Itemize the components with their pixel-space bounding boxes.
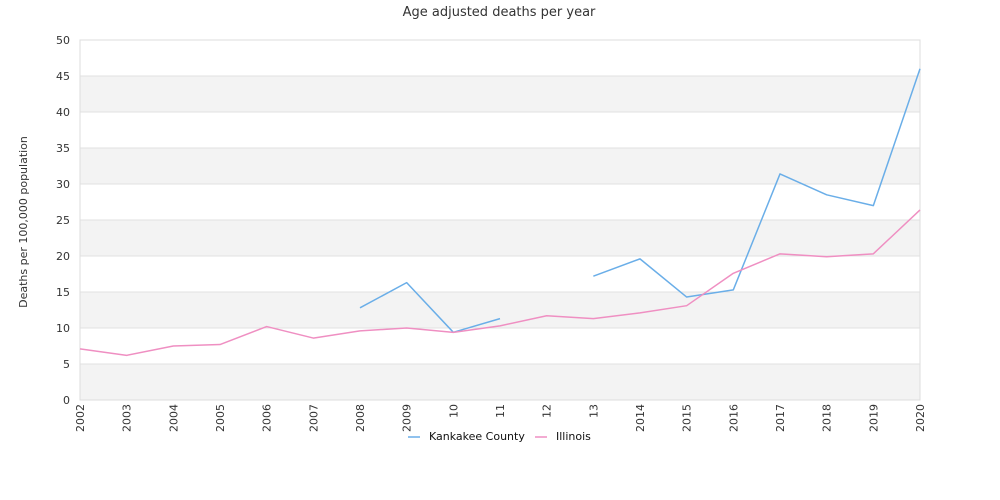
- x-tick-label: 13: [587, 404, 600, 418]
- x-tick-label: 2016: [727, 404, 740, 432]
- grid-band: [80, 364, 920, 400]
- series-line-kankakee-county: [593, 68, 921, 298]
- legend-label[interactable]: Kankakee County: [429, 430, 525, 443]
- x-tick-label: 2019: [867, 404, 880, 432]
- chart-title: Age adjusted deaths per year: [403, 5, 596, 20]
- x-tick-label: 11: [494, 404, 507, 418]
- x-tick-label: 2004: [167, 404, 180, 432]
- y-tick-label: 45: [56, 70, 70, 83]
- x-tick-label: 2018: [821, 404, 834, 432]
- x-tick-label: 2005: [214, 404, 227, 432]
- y-tick-label: 0: [63, 394, 70, 407]
- y-tick-label: 15: [56, 286, 70, 299]
- y-tick-label: 50: [56, 34, 70, 47]
- plot-frame: [79, 39, 921, 401]
- x-tick-label: 12: [541, 404, 554, 418]
- grid-band: [80, 256, 920, 292]
- grid-band: [80, 40, 920, 76]
- grid-band: [80, 112, 920, 148]
- x-tick-label: 10: [447, 404, 460, 418]
- series-line-kankakee-county: [359, 281, 501, 334]
- grid-band: [80, 76, 920, 112]
- grid-band: [80, 148, 920, 184]
- y-tick-label: 35: [56, 142, 70, 155]
- y-tick-label: 25: [56, 214, 70, 227]
- grid-band: [80, 220, 920, 256]
- grid-band: [80, 184, 920, 220]
- y-axis-label: Deaths per 100,000 population: [17, 136, 30, 308]
- x-tick-label: 2008: [354, 404, 367, 432]
- series-line-illinois: [79, 209, 921, 357]
- x-tick-label: 2017: [774, 404, 787, 432]
- x-tick-label: 2020: [914, 404, 927, 432]
- x-tick-label: 2007: [307, 404, 320, 432]
- grid-band: [80, 292, 920, 328]
- y-tick-label: 20: [56, 250, 70, 263]
- x-tick-label: 2014: [634, 404, 647, 432]
- y-tick-label: 30: [56, 178, 70, 191]
- x-tick-label: 2015: [681, 404, 694, 432]
- legend-label[interactable]: Illinois: [556, 430, 591, 443]
- x-tick-label: 2006: [261, 404, 274, 432]
- y-tick-label: 5: [63, 358, 70, 371]
- grid-band: [80, 328, 920, 364]
- y-tick-label: 10: [56, 322, 70, 335]
- x-tick-label: 2003: [121, 404, 134, 432]
- x-tick-label: 2002: [74, 404, 87, 432]
- y-tick-label: 40: [56, 106, 70, 119]
- x-tick-label: 2009: [401, 404, 414, 432]
